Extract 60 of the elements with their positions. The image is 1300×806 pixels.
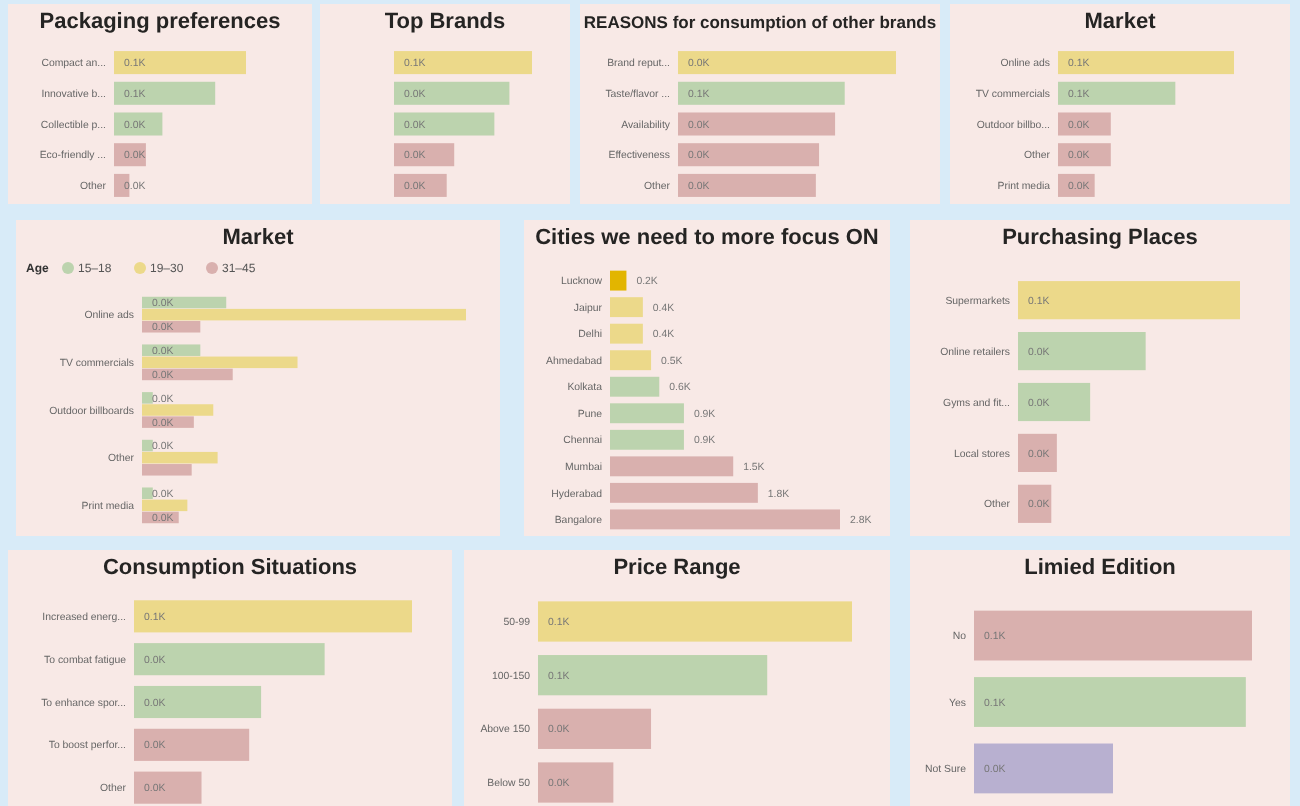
bar <box>142 464 192 476</box>
chart-title: REASONS for consumption of other brands <box>583 12 937 32</box>
bar <box>134 685 262 719</box>
bar <box>394 51 532 75</box>
chart-title: Purchasing Places <box>1002 226 1198 250</box>
bar <box>142 439 153 452</box>
bar <box>142 499 188 512</box>
bar <box>678 112 836 136</box>
bar <box>678 81 845 105</box>
bar <box>1058 51 1234 75</box>
bar <box>1058 112 1111 136</box>
chart-title: Market <box>1084 10 1157 34</box>
bar <box>394 173 447 197</box>
bar <box>134 643 325 676</box>
bar <box>1018 484 1052 523</box>
bar <box>1018 281 1240 320</box>
bar <box>142 451 218 464</box>
bar <box>142 487 153 499</box>
bar <box>678 173 816 197</box>
bar <box>142 308 466 321</box>
chart-title: Top Brands <box>384 10 506 34</box>
bar <box>1018 332 1146 371</box>
bar <box>538 762 614 803</box>
bar <box>142 392 153 404</box>
chart-title: Packaging preferences <box>39 10 281 34</box>
bar <box>610 429 684 450</box>
bar <box>678 143 820 167</box>
chart-title: Cities we need to more focus ON <box>535 226 879 250</box>
bar <box>1058 143 1111 167</box>
bar <box>610 456 734 477</box>
bar <box>394 81 510 105</box>
bar <box>134 771 202 804</box>
bar <box>134 728 250 761</box>
bar <box>610 403 684 424</box>
bar <box>678 51 896 75</box>
bar <box>394 112 495 136</box>
bar <box>1018 382 1091 422</box>
chart-title: Price Range <box>613 556 741 580</box>
bar <box>538 655 768 696</box>
bar <box>134 600 412 633</box>
chart-title: Consumption Situations <box>102 556 358 580</box>
bar <box>114 81 216 105</box>
bar <box>610 509 840 530</box>
chart-title: Limied Edition <box>1024 556 1177 580</box>
bar <box>538 601 852 642</box>
bar <box>1058 81 1176 105</box>
chart-title: Market <box>222 226 295 250</box>
bar <box>610 350 652 371</box>
bar <box>394 143 455 167</box>
bar <box>142 404 214 416</box>
bar <box>114 112 163 136</box>
bar <box>538 708 652 749</box>
bar <box>142 356 298 369</box>
bar <box>114 51 246 75</box>
bar <box>610 270 627 291</box>
bar <box>610 376 660 397</box>
bar <box>610 297 643 318</box>
bar <box>1018 433 1057 472</box>
bar <box>610 482 758 503</box>
bar <box>610 323 643 344</box>
